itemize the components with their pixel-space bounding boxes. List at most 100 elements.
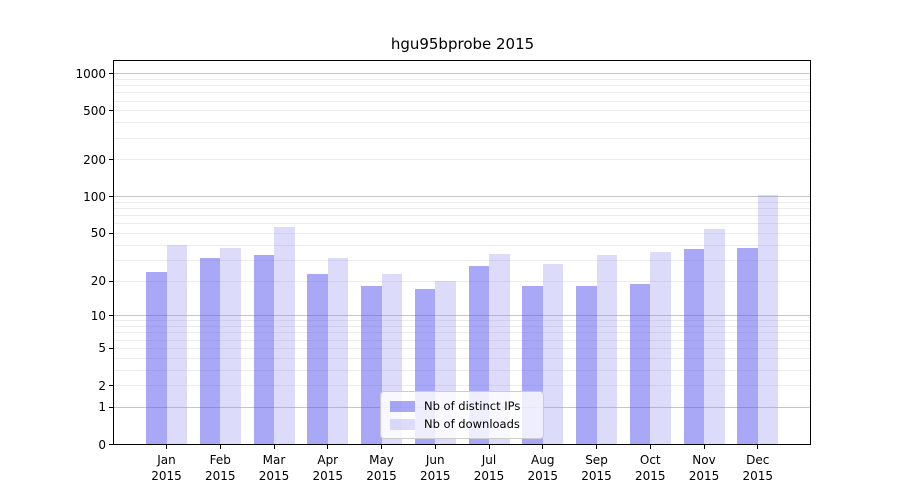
y-tick-label: 50 — [90, 226, 106, 241]
x-tick-month: Dec — [746, 452, 770, 467]
x-tick-month: Aug — [531, 452, 555, 467]
x-tick-year: 2015 — [527, 468, 559, 483]
x-tick-year: 2015 — [473, 468, 505, 483]
x-tick-month: Jun — [425, 452, 445, 467]
gridline-minor — [114, 385, 811, 387]
bar-downloads-nov — [704, 229, 725, 445]
gridline-minor — [114, 280, 811, 282]
y-tick-mark — [109, 73, 113, 75]
gridline-minor — [114, 78, 811, 80]
x-tick-year: 2015 — [151, 468, 182, 483]
x-tick-mark — [542, 445, 544, 449]
bar-distinct-ips-oct — [629, 283, 651, 445]
x-tick-month: Sep — [585, 452, 608, 467]
x-tick-label: Sep 2015 — [569, 452, 625, 484]
x-tick-month: Nov — [692, 452, 716, 467]
bar-distinct-ips-dec — [737, 247, 758, 445]
x-tick-month: May — [369, 452, 394, 467]
gridline-minor — [114, 332, 811, 334]
bar-distinct-ips-feb — [199, 258, 221, 445]
x-tick-month: Oct — [639, 452, 661, 467]
y-tick-mark — [109, 406, 113, 408]
y-tick-mark — [109, 196, 113, 198]
legend-label: Nb of downloads — [424, 417, 520, 431]
bar-downloads-oct — [650, 252, 671, 445]
gridline-minor — [114, 100, 811, 102]
bar-distinct-ips-mar — [253, 255, 274, 445]
y-tick-label: 500 — [83, 103, 106, 118]
gridline-major — [114, 315, 811, 317]
gridline-minor — [114, 110, 811, 112]
x-tick-mark — [703, 445, 705, 449]
x-tick-year: 2015 — [366, 468, 397, 483]
gridline-major — [114, 73, 811, 75]
y-tick-mark — [109, 110, 113, 112]
legend-swatch-icon — [390, 418, 415, 430]
legend: Nb of distinct IPs Nb of downloads — [380, 391, 544, 439]
x-tick-month: Apr — [317, 452, 339, 467]
x-tick-mark — [596, 445, 597, 449]
x-tick-label: Dec 2015 — [730, 452, 786, 484]
gridline-minor — [114, 208, 811, 210]
gridline-minor — [114, 369, 811, 371]
x-tick-year: 2015 — [312, 468, 344, 483]
gridline-minor — [114, 232, 811, 234]
gridline-minor — [114, 122, 811, 124]
gridline-minor — [114, 85, 811, 87]
legend-item-downloads: Nb of downloads — [390, 415, 534, 433]
x-tick-mark — [757, 445, 759, 449]
x-tick-year: 2015 — [419, 468, 451, 483]
y-tick-mark — [109, 347, 113, 349]
y-tick-label: 200 — [83, 152, 106, 167]
x-tick-label: Aug 2015 — [515, 452, 571, 484]
x-tick-label: Oct 2015 — [622, 452, 678, 484]
gridline-minor — [114, 320, 811, 322]
bar-distinct-ips-apr — [307, 273, 328, 445]
bar-downloads-dec — [757, 194, 779, 445]
bar-downloads-feb — [220, 247, 241, 445]
x-tick-month: Feb — [209, 452, 231, 467]
gridline-minor — [114, 159, 811, 161]
x-tick-month: Mar — [262, 452, 286, 467]
y-tick-mark — [109, 385, 113, 387]
bar-distinct-ips-sep — [576, 286, 597, 445]
x-tick-mark — [273, 445, 275, 449]
legend-item-distinct-ips: Nb of distinct IPs — [390, 397, 534, 415]
gridline-minor — [114, 357, 811, 359]
legend-swatch-icon — [390, 400, 415, 412]
y-tick-label: 0 — [98, 437, 106, 452]
bar-downloads-jan — [166, 245, 187, 445]
x-tick-label: Jan 2015 — [139, 452, 195, 484]
gridline-minor — [114, 259, 811, 261]
y-tick-label: 5 — [98, 341, 106, 356]
x-tick-label: Mar 2015 — [246, 452, 302, 484]
y-tick-mark — [109, 315, 113, 317]
x-tick-label: Feb 2015 — [192, 452, 248, 484]
x-tick-label: May 2015 — [354, 452, 410, 484]
gridline-minor — [114, 215, 811, 217]
bar-distinct-ips-jan — [146, 271, 167, 445]
y-tick-label: 10 — [90, 308, 106, 323]
y-tick-mark — [109, 232, 113, 234]
x-tick-year: 2015 — [581, 468, 612, 483]
gridline-minor — [114, 326, 811, 328]
bar-downloads-sep — [596, 255, 617, 445]
y-tick-mark — [109, 280, 113, 282]
y-tick-mark — [109, 159, 113, 161]
bar-downloads-aug — [542, 263, 564, 445]
gridline-minor — [114, 92, 811, 94]
bar-distinct-ips-nov — [683, 249, 704, 445]
y-tick-label: 1000 — [75, 66, 106, 81]
x-tick-month: Jul — [481, 452, 497, 467]
y-tick-label: 100 — [83, 189, 106, 204]
gridline-minor — [114, 347, 811, 349]
x-tick-year: 2015 — [204, 468, 236, 483]
y-tick-label: 20 — [90, 274, 106, 289]
y-tick-label: 2 — [98, 378, 106, 393]
x-tick-mark — [219, 445, 221, 449]
x-tick-mark — [381, 445, 382, 449]
x-tick-year: 2015 — [742, 468, 774, 483]
gridline-minor — [114, 244, 811, 246]
gridline-minor — [114, 223, 811, 225]
